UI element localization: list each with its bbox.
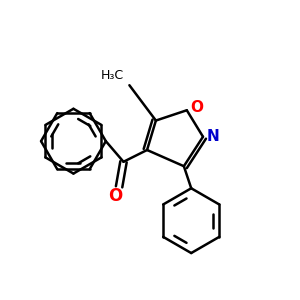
Text: O: O <box>190 100 203 115</box>
Text: N: N <box>207 129 220 144</box>
Text: H₃C: H₃C <box>101 69 124 82</box>
Text: O: O <box>108 187 123 205</box>
